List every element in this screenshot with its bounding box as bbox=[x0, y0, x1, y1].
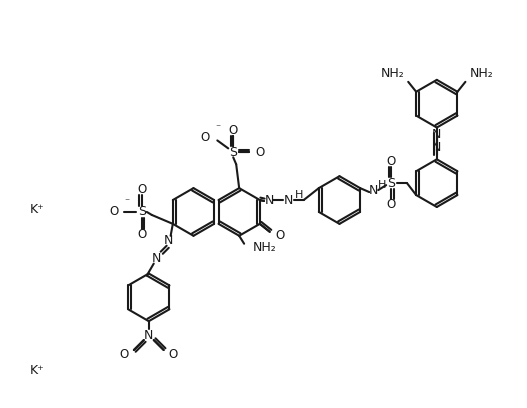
Text: H: H bbox=[295, 190, 303, 200]
Text: S: S bbox=[229, 146, 237, 159]
Text: O: O bbox=[255, 146, 265, 159]
Text: N: N bbox=[432, 141, 442, 154]
Text: O: O bbox=[276, 229, 285, 242]
Text: O: O bbox=[137, 183, 147, 195]
Text: ⁻: ⁻ bbox=[216, 124, 221, 133]
Text: O: O bbox=[137, 228, 147, 241]
Text: K⁺: K⁺ bbox=[30, 204, 44, 217]
Text: NH₂: NH₂ bbox=[253, 241, 277, 254]
Text: O: O bbox=[200, 131, 209, 144]
Text: K⁺: K⁺ bbox=[30, 364, 44, 377]
Text: O: O bbox=[169, 348, 178, 361]
Text: N: N bbox=[284, 193, 294, 206]
Text: N: N bbox=[152, 252, 161, 265]
Text: N: N bbox=[432, 128, 442, 141]
Text: O: O bbox=[110, 206, 119, 218]
Text: O: O bbox=[120, 348, 129, 361]
Text: N: N bbox=[368, 184, 378, 197]
Text: O: O bbox=[229, 124, 238, 137]
Text: N: N bbox=[264, 193, 274, 206]
Text: NH₂: NH₂ bbox=[470, 67, 493, 80]
Text: N: N bbox=[144, 328, 153, 341]
Text: H: H bbox=[378, 180, 387, 190]
Text: N: N bbox=[164, 234, 173, 247]
Text: O: O bbox=[386, 155, 396, 168]
Text: O: O bbox=[386, 199, 396, 211]
Text: ⁻: ⁻ bbox=[124, 197, 130, 207]
Text: NH₂: NH₂ bbox=[380, 67, 404, 80]
Text: S: S bbox=[138, 206, 146, 218]
Text: S: S bbox=[387, 177, 395, 190]
